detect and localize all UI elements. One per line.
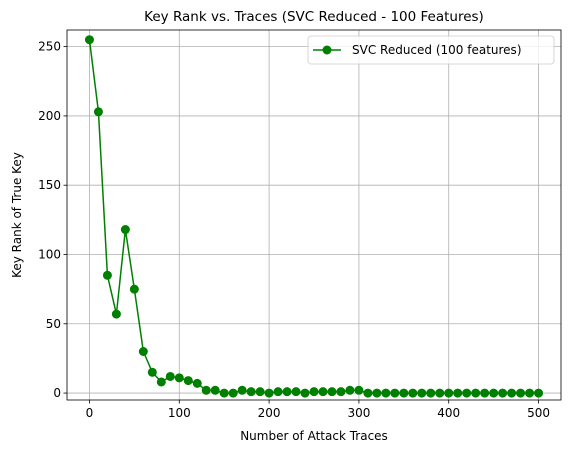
data-point-35 [399,389,408,398]
data-point-30 [354,386,363,395]
data-point-8 [157,377,166,386]
data-point-42 [462,389,471,398]
legend-marker-swatch [323,46,332,55]
data-point-9 [166,372,175,381]
data-point-41 [453,389,462,398]
data-point-34 [390,389,399,398]
data-point-49 [525,389,534,398]
y-tick-label-2: 100 [38,247,61,261]
data-point-18 [247,387,256,396]
chart-title: Key Rank vs. Traces (SVC Reduced - 100 F… [144,9,484,25]
x-tick-label-2: 200 [258,406,281,420]
data-point-38 [426,389,435,398]
x-tick-label-1: 100 [168,406,191,420]
y-tick-label-0: 0 [53,386,61,400]
y-tick-label-5: 250 [38,40,61,54]
y-tick-label-3: 150 [38,178,61,192]
data-point-25 [310,387,319,396]
data-point-16 [229,389,238,398]
y-tick-label-4: 200 [38,109,61,123]
data-point-26 [318,387,327,396]
data-point-31 [363,389,372,398]
data-point-43 [471,389,480,398]
data-point-28 [336,387,345,396]
data-point-1 [94,107,103,116]
data-point-14 [211,386,220,395]
data-point-15 [220,389,229,398]
y-axis-label: Key Rank of True Key [10,152,24,278]
data-point-0 [85,35,94,44]
data-point-32 [372,389,381,398]
x-axis-label: Number of Attack Traces [240,429,388,443]
data-point-3 [112,310,121,319]
data-point-23 [292,387,301,396]
data-point-39 [435,389,444,398]
data-point-10 [175,373,184,382]
x-tick-label-4: 400 [437,406,460,420]
data-point-19 [256,387,265,396]
data-point-29 [345,386,354,395]
data-point-27 [327,387,336,396]
x-tick-label-5: 500 [527,406,550,420]
data-point-37 [417,389,426,398]
data-point-2 [103,271,112,280]
x-tick-label-3: 300 [347,406,370,420]
data-point-7 [148,368,157,377]
data-point-11 [184,376,193,385]
data-point-20 [265,389,274,398]
data-point-50 [534,389,543,398]
legend: SVC Reduced (100 features) [308,36,554,64]
data-point-44 [480,389,489,398]
data-point-36 [408,389,417,398]
data-point-24 [301,389,310,398]
data-point-33 [381,389,390,398]
data-point-45 [489,389,498,398]
data-point-4 [121,225,130,234]
data-point-17 [238,386,247,395]
data-point-21 [274,387,283,396]
data-point-22 [283,387,292,396]
data-point-12 [193,379,202,388]
legend-label: SVC Reduced (100 features) [352,43,522,57]
data-point-5 [130,285,139,294]
data-point-40 [444,389,453,398]
data-point-47 [507,389,516,398]
data-point-46 [498,389,507,398]
x-tick-label-0: 0 [86,406,94,420]
data-point-6 [139,347,148,356]
data-point-13 [202,386,211,395]
data-point-48 [516,389,525,398]
y-tick-label-1: 50 [46,317,61,331]
